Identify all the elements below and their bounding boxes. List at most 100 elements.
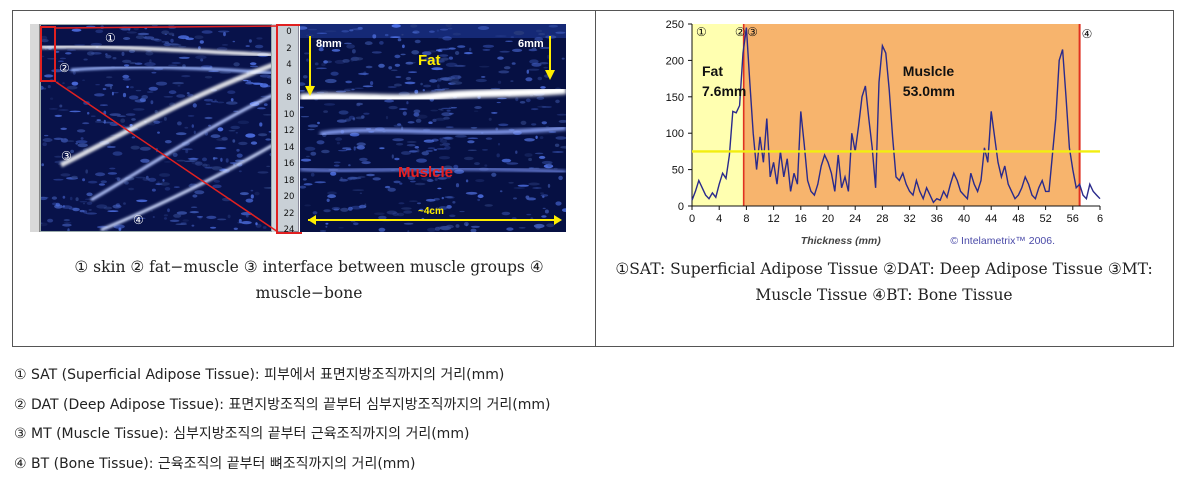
speckle	[142, 177, 151, 182]
speckle	[51, 196, 57, 200]
speckle	[255, 222, 258, 226]
speckle	[405, 170, 408, 175]
speckle	[457, 75, 461, 79]
speckle	[410, 24, 418, 28]
speckle	[537, 105, 547, 108]
speckle	[90, 115, 96, 117]
speckle	[435, 174, 447, 176]
speckle	[498, 123, 509, 127]
region-0	[692, 24, 744, 206]
speckle	[323, 209, 331, 213]
speckle	[250, 189, 254, 192]
speckle	[446, 47, 455, 49]
speckle	[216, 101, 225, 104]
speckle	[82, 202, 86, 205]
speckle	[96, 119, 101, 122]
speckle	[232, 40, 236, 43]
speckle	[528, 182, 540, 186]
speckle	[356, 142, 366, 147]
speckle	[482, 49, 491, 51]
speckle	[58, 109, 69, 111]
speckle	[463, 52, 473, 55]
speckle	[151, 188, 156, 192]
speckle	[484, 164, 488, 167]
speckle	[541, 215, 547, 218]
speckle	[184, 160, 196, 162]
speckle	[351, 88, 355, 91]
speckle	[525, 77, 533, 82]
speckle	[340, 177, 343, 181]
speckle	[358, 72, 369, 75]
speckle	[229, 162, 238, 164]
speckle	[180, 222, 187, 225]
speckle	[511, 62, 516, 65]
speckle	[134, 62, 143, 65]
speckle	[304, 146, 316, 151]
speckle	[190, 206, 198, 208]
speckle	[510, 36, 514, 38]
right-depth-label: 6mm	[518, 38, 544, 50]
speckle	[153, 120, 161, 125]
speckle	[267, 76, 271, 79]
speckle	[338, 227, 344, 229]
speckle	[393, 83, 402, 87]
speckle	[216, 138, 229, 142]
speckle	[306, 58, 309, 62]
speckle	[103, 206, 113, 210]
muscle-label: Muslcle	[398, 164, 454, 181]
speckle	[176, 94, 186, 98]
speckle	[173, 213, 182, 218]
x-tick-label: 20	[822, 213, 834, 225]
speckle	[426, 179, 434, 182]
speckle	[172, 152, 178, 157]
speckle	[321, 149, 330, 154]
speckle	[356, 102, 363, 106]
speckle	[265, 138, 271, 141]
speckle	[151, 71, 157, 74]
speckle	[445, 224, 454, 229]
speckle	[501, 158, 512, 163]
speckle	[545, 126, 549, 128]
speckle	[525, 195, 530, 199]
speckle	[437, 177, 447, 180]
speckle	[55, 202, 60, 207]
speckle	[359, 192, 363, 194]
speckle	[449, 214, 456, 218]
speckle	[555, 136, 566, 140]
speckle	[60, 127, 67, 130]
speckle	[324, 78, 337, 84]
speckle	[371, 51, 382, 54]
speckle	[333, 208, 340, 211]
speckle	[532, 47, 537, 50]
speckle	[262, 226, 267, 229]
speckle	[349, 176, 362, 180]
speckle	[69, 110, 81, 113]
marker-2-icon: ②	[59, 61, 70, 75]
speckle	[112, 57, 117, 60]
speckle	[312, 211, 318, 215]
speckle	[405, 76, 412, 81]
ruler-tick-label: 0	[286, 27, 292, 37]
speckle	[533, 167, 540, 169]
speckle	[238, 141, 248, 146]
speckle	[438, 206, 448, 210]
speckle	[497, 97, 507, 100]
speckle	[336, 119, 347, 123]
speckle	[407, 230, 410, 232]
y-tick-label: 250	[666, 19, 684, 31]
y-tick-label: 50	[672, 165, 684, 177]
speckle	[254, 44, 264, 49]
speckle	[109, 167, 116, 170]
speckle	[537, 76, 543, 81]
speckle	[547, 162, 552, 167]
speckle	[403, 210, 413, 214]
speckle	[85, 212, 98, 215]
speckle	[98, 183, 105, 186]
speckle	[151, 25, 158, 27]
speckle	[410, 180, 416, 183]
speckle	[353, 146, 356, 151]
speckle	[336, 141, 340, 145]
speckle	[237, 120, 250, 125]
speckle	[513, 197, 517, 200]
speckle	[341, 30, 350, 33]
